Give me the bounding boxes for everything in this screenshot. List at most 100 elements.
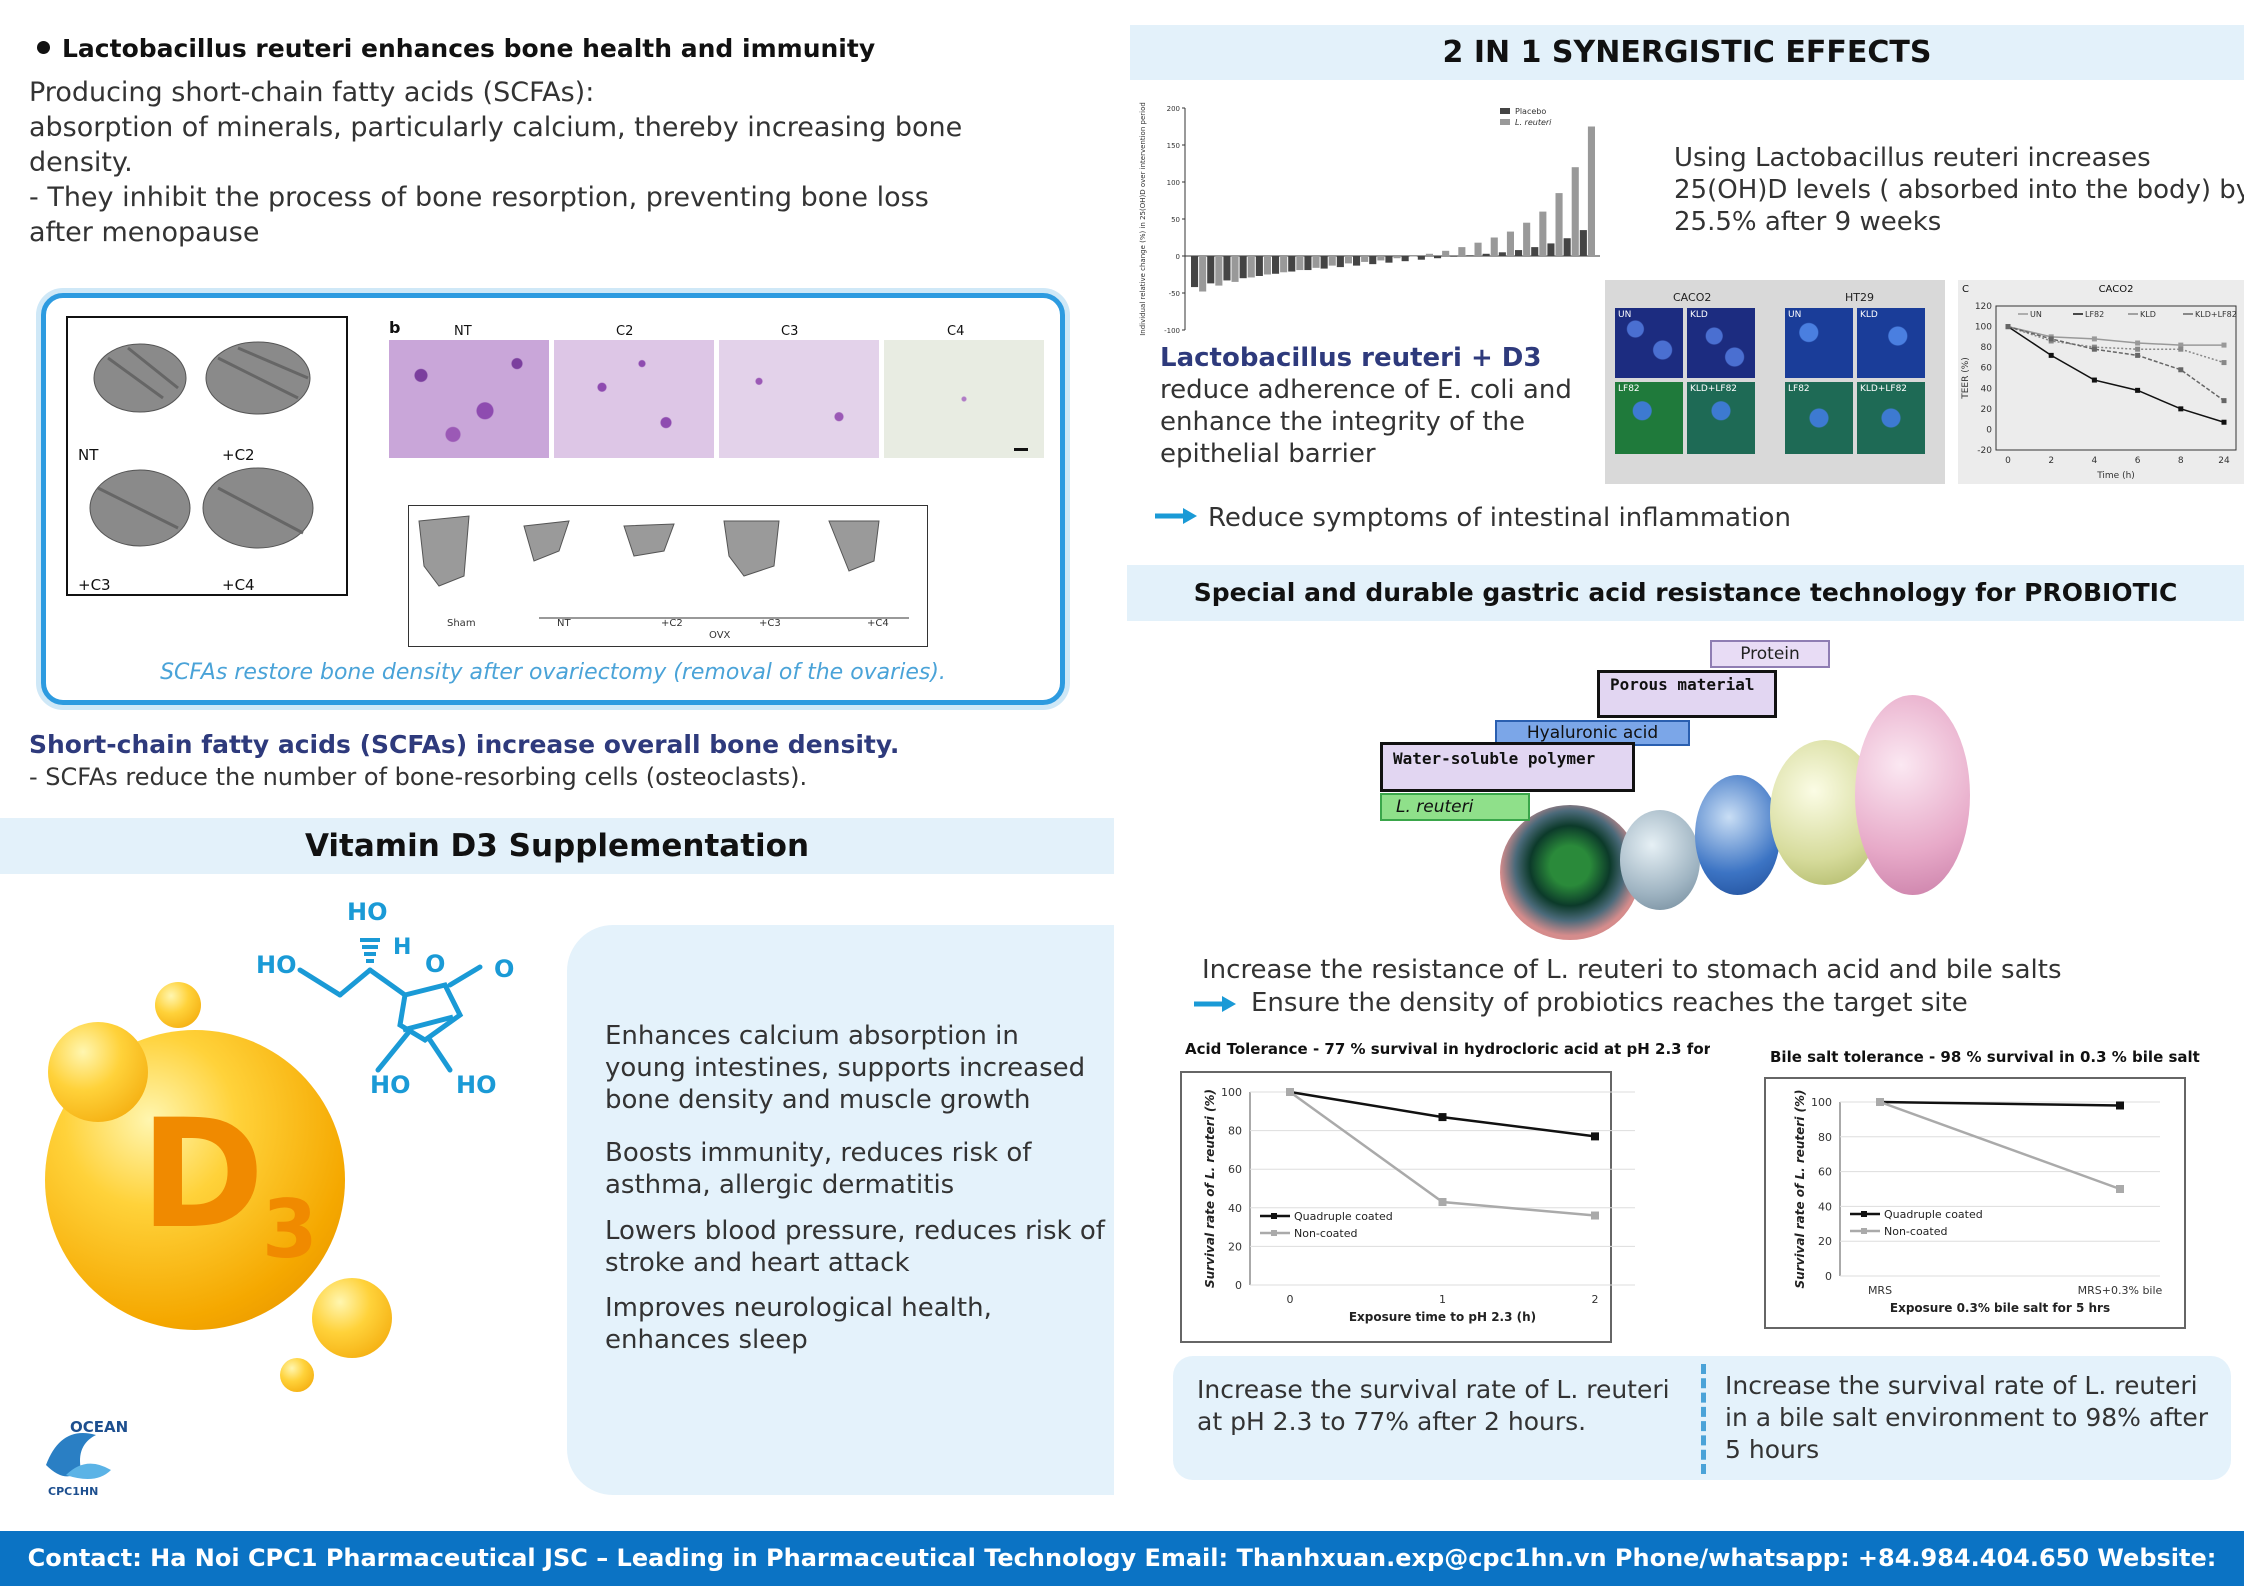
hyaluronic-text: Hyaluronic acid — [1526, 723, 1659, 743]
bone-figure-box: NT +C2 +C3 +C4 b NT C2 C3 C4 Sham NT +C2… — [41, 293, 1065, 705]
y-tick-label: 40 — [1981, 384, 1993, 394]
y-axis-label: Survival rate of L. reuteri (%) — [1793, 1089, 1807, 1288]
data-point — [2178, 367, 2184, 373]
cell-img — [1857, 308, 1925, 378]
polymer-text: Water-soluble polymer — [1393, 749, 1596, 768]
legend-marker — [1861, 1228, 1867, 1234]
ovx-label-sham: Sham — [447, 618, 476, 629]
x-axis-label: Exposure time to pH 2.3 (h) — [1349, 1310, 1536, 1324]
y-tick-label: 60 — [1228, 1163, 1242, 1176]
x-tick-label: 24 — [2218, 456, 2230, 466]
bar-placebo — [1223, 256, 1231, 281]
bar-placebo — [1369, 256, 1377, 265]
y-tick-label: 200 — [1167, 105, 1180, 113]
para-line: Producing short-chain fatty acids (SCFAs… — [29, 77, 595, 108]
legend-marker — [1271, 1213, 1277, 1219]
small-bubble-icon — [155, 982, 201, 1028]
layer-sphere-icon — [1855, 695, 1970, 895]
layer-sphere-icon — [1695, 775, 1780, 895]
cell-label: LF82 — [1788, 384, 1810, 394]
vitamin-c-molecule-diagram — [297, 938, 483, 1073]
bar-placebo — [1563, 238, 1571, 256]
d3-subscript: 3 — [262, 1183, 318, 1276]
cell-img — [1687, 382, 1755, 454]
ovx-bone-graphics — [418, 515, 909, 619]
x-tick-label: 0 — [2005, 456, 2011, 466]
lreuteri-text: L. reuteri — [1396, 797, 1474, 817]
molecule-ho-bottom-left: HO — [370, 1071, 411, 1099]
lrd3-line: reduce adherence of E. coli and — [1160, 375, 1572, 405]
micro-ct-panel: NT +C2 +C3 +C4 — [66, 316, 348, 596]
cell-label: KLD+LF82 — [1690, 384, 1738, 394]
scfa-text: - SCFAs reduce the number of bone-resorb… — [29, 763, 808, 791]
cell-label: LF82 — [1618, 384, 1640, 394]
benefits-panel: Enhances calcium absorption in young int… — [567, 925, 1114, 1495]
bar-lreuteri — [1571, 167, 1579, 256]
bar-lreuteri — [1361, 256, 1369, 262]
bar-lreuteri — [1215, 256, 1223, 286]
micro-label-c3: +C3 — [78, 576, 111, 594]
x-tick-label: 2 — [1592, 1293, 1599, 1306]
para-line: density. — [29, 147, 133, 178]
wave-logo-icon — [46, 1433, 111, 1479]
layer-label-protein: Protein — [1710, 640, 1830, 668]
stain-label-c3: C3 — [781, 324, 799, 339]
panel-letter-b: b — [389, 318, 401, 337]
bar-lreuteri — [1490, 237, 1498, 256]
vitd-bar-chart: -100 -50 0 50 100 150 200 Individual relative c… — [1139, 102, 1600, 336]
plot-frame — [1995, 305, 2237, 451]
y-tick-label: 50 — [1171, 216, 1180, 224]
ensure-line: Ensure the density of probiotics reaches… — [1251, 988, 1968, 1018]
data-point — [2178, 342, 2184, 348]
x-tick-label: MRS+0.3% bile — [2078, 1284, 2163, 1297]
layer-sphere-icon — [1620, 810, 1700, 910]
legend-label: Quadruple coated — [1294, 1210, 1393, 1223]
x-tick-label: 0 — [1287, 1293, 1294, 1306]
logo-text-cpc1hn: CPC1HN — [48, 1485, 99, 1498]
y-tick-label: 100 — [1975, 323, 1992, 333]
benefit-item: Improves neurological health, enhances s… — [605, 1293, 992, 1355]
ovx-label-c2: +C2 — [661, 618, 683, 629]
data-point — [2178, 346, 2184, 352]
bar-lreuteri — [1393, 256, 1401, 259]
data-point — [2221, 342, 2227, 348]
y-tick-label: 0 — [1825, 1270, 1832, 1283]
y-tick-label: 20 — [1818, 1235, 1832, 1248]
bar-lreuteri — [1280, 256, 1288, 273]
stain-image-nt — [389, 340, 549, 458]
y-tick-label: 100 — [1811, 1096, 1832, 1109]
bar-placebo — [1320, 256, 1328, 269]
vitd-result-text: Using Lactobacillus reuteri increases 25… — [1674, 142, 2244, 238]
data-point — [2135, 387, 2141, 393]
data-point — [1591, 1132, 1599, 1141]
legend-marker — [1861, 1211, 1867, 1217]
bar-lreuteri — [1506, 231, 1514, 256]
para-line: after menopause — [29, 217, 260, 248]
arrow-icon — [1194, 996, 1236, 1012]
data-point — [1286, 1088, 1294, 1096]
cell-img — [1785, 382, 1853, 454]
data-point — [2005, 324, 2011, 330]
bar-placebo — [1401, 256, 1409, 262]
resistance-line: Increase the resistance of L. reuteri to… — [1202, 955, 2062, 985]
data-point — [1438, 1198, 1447, 1207]
cell-image-panel: CACO2 HT29 UN KLD LF82 KLD+LF82 UN KLD L… — [1605, 280, 1945, 484]
vitd-line: 25(OH)D levels ( absorbed into the body)… — [1674, 175, 2244, 205]
bar-placebo — [1434, 256, 1442, 259]
micro-label-nt: NT — [78, 446, 99, 464]
stain-label-c4: C4 — [947, 324, 965, 339]
bar-lreuteri — [1409, 256, 1417, 257]
x-tick-label: 6 — [2135, 456, 2141, 466]
y-tick-label: 150 — [1167, 142, 1180, 150]
bar-lreuteri — [1587, 126, 1595, 256]
stain-label-c2: C2 — [616, 324, 634, 339]
vitd-line: 25.5% after 9 weeks — [1674, 207, 1942, 237]
series-line — [1879, 1100, 2121, 1191]
legend-swatch — [1500, 119, 1510, 125]
ovx-label-c3: +C3 — [759, 618, 781, 629]
series-line — [2007, 325, 2224, 346]
data-point — [2091, 336, 2097, 342]
bar-lreuteri — [1523, 222, 1531, 256]
layer-label-hyaluronic: Hyaluronic acid — [1495, 720, 1690, 746]
bar-lreuteri — [1263, 256, 1271, 275]
